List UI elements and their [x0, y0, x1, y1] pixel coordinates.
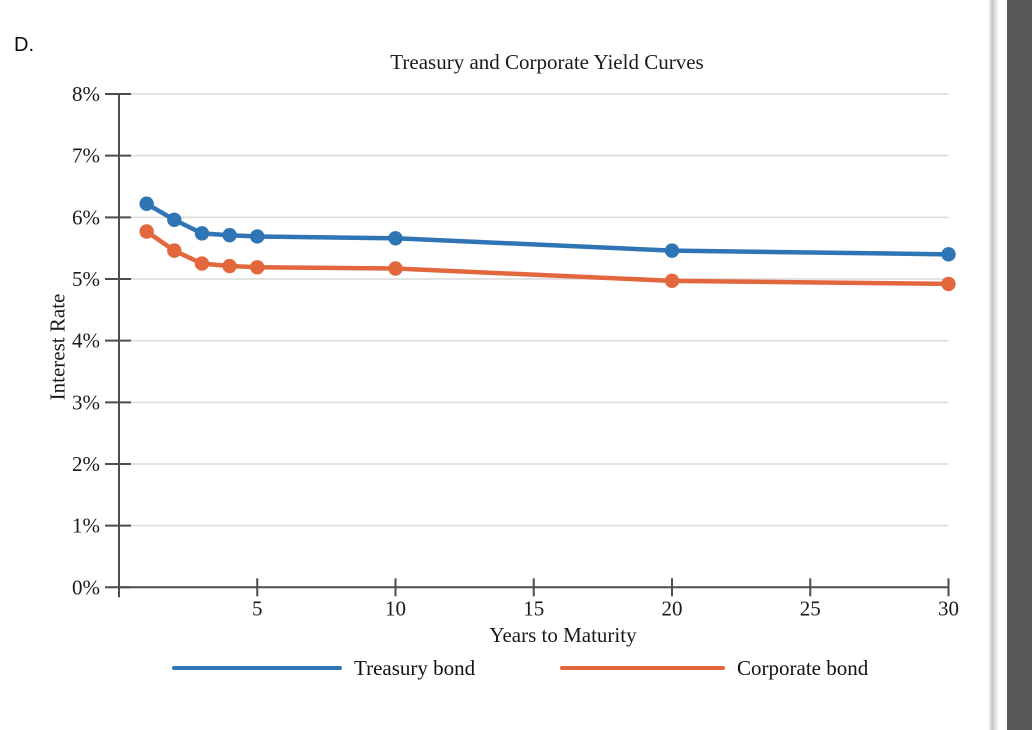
y-tick-label: 0%	[72, 575, 100, 599]
y-tick-label: 4%	[72, 329, 100, 353]
y-tick-label: 7%	[72, 144, 100, 168]
data-point-1	[222, 258, 237, 274]
x-tick-label: 30	[938, 596, 959, 620]
legend-label-treasury: Treasury bond	[354, 655, 476, 680]
x-tick-label: 20	[662, 596, 683, 620]
y-tick-label: 2%	[72, 452, 100, 476]
x-tick-label: 25	[800, 596, 821, 620]
data-point-0	[194, 226, 210, 241]
data-point-1	[139, 224, 154, 239]
corporate-line-swatch	[560, 666, 725, 670]
y-tick-label: 3%	[72, 390, 100, 414]
y-tick-label: 8%	[72, 82, 100, 106]
data-point-0	[664, 243, 680, 258]
data-point-1	[388, 261, 403, 276]
content-edge-shadow	[988, 0, 999, 730]
data-point-0	[222, 228, 237, 243]
chart-legend: Treasury bond Corporate bond	[0, 655, 1000, 681]
data-point-1	[194, 256, 210, 271]
y-tick-label: 6%	[72, 205, 100, 229]
y-tick-label: 5%	[72, 267, 100, 291]
data-point-1	[167, 243, 182, 258]
data-point-0	[941, 247, 956, 262]
x-tick-label: 5	[252, 596, 263, 620]
legend-item-corporate: Corporate bond	[560, 655, 868, 681]
scrollbar-thumb[interactable]	[1007, 0, 1032, 730]
x-axis-title: Years to Maturity	[489, 623, 637, 647]
treasury-line-swatch	[172, 666, 342, 670]
answer-option-label: D.	[14, 34, 34, 56]
legend-label-corporate: Corporate bond	[737, 655, 869, 680]
series-line-1	[144, 229, 951, 287]
data-point-1	[941, 276, 956, 292]
data-point-0	[139, 196, 154, 211]
chart-title: Treasury and Corporate Yield Curves	[390, 50, 704, 74]
x-tick-label: 15	[523, 596, 544, 620]
data-point-1	[664, 273, 680, 289]
y-tick-label: 1%	[72, 514, 100, 538]
x-tick-label: 10	[385, 596, 406, 620]
legend-item-treasury: Treasury bond	[172, 655, 475, 681]
series-line-0	[144, 201, 951, 257]
data-point-1	[250, 260, 265, 275]
data-point-0	[250, 229, 265, 244]
data-point-0	[388, 231, 403, 246]
data-point-0	[167, 212, 182, 227]
